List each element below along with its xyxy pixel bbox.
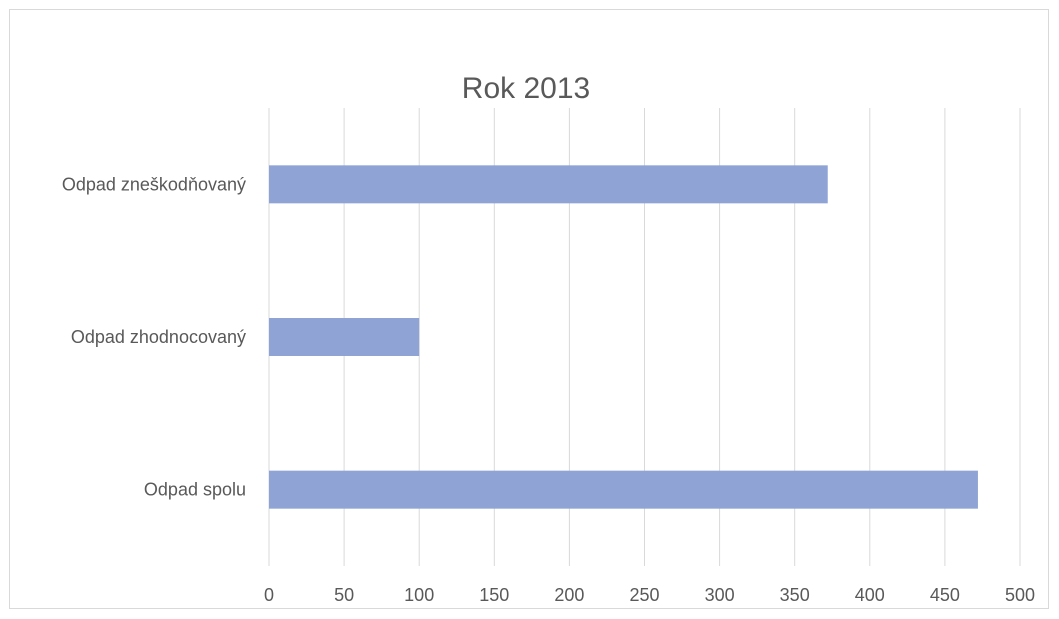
category-labels: Odpad zneškodňovaný Odpad zhodnocovaný Odp… bbox=[62, 174, 246, 499]
tick-labels: 0 50 100 150 200 250 300 350 400 450 500 bbox=[264, 585, 1035, 605]
chart-title: Rok 2013 bbox=[462, 72, 590, 105]
bar-1 bbox=[269, 165, 828, 204]
x-tick-label: 0 bbox=[264, 585, 274, 605]
x-tick-label: 350 bbox=[780, 585, 810, 605]
x-tick-label: 50 bbox=[334, 585, 354, 605]
x-tick-label: 500 bbox=[1005, 585, 1035, 605]
x-tick-label: 100 bbox=[404, 585, 434, 605]
x-tick-label: 150 bbox=[479, 585, 509, 605]
bar-3 bbox=[269, 470, 978, 509]
bar-2 bbox=[269, 318, 420, 356]
category-label: Odpad zhodnocovaný bbox=[71, 327, 246, 347]
x-tick-label: 450 bbox=[930, 585, 960, 605]
x-tick-label: 400 bbox=[855, 585, 885, 605]
bars bbox=[269, 165, 978, 509]
x-tick-label: 300 bbox=[705, 585, 735, 605]
category-label: Odpad spolu bbox=[144, 480, 246, 500]
x-tick-label: 200 bbox=[554, 585, 584, 605]
category-label: Odpad zneškodňovaný bbox=[62, 174, 246, 194]
chart-frame bbox=[9, 9, 1049, 609]
x-tick-label: 250 bbox=[629, 585, 659, 605]
